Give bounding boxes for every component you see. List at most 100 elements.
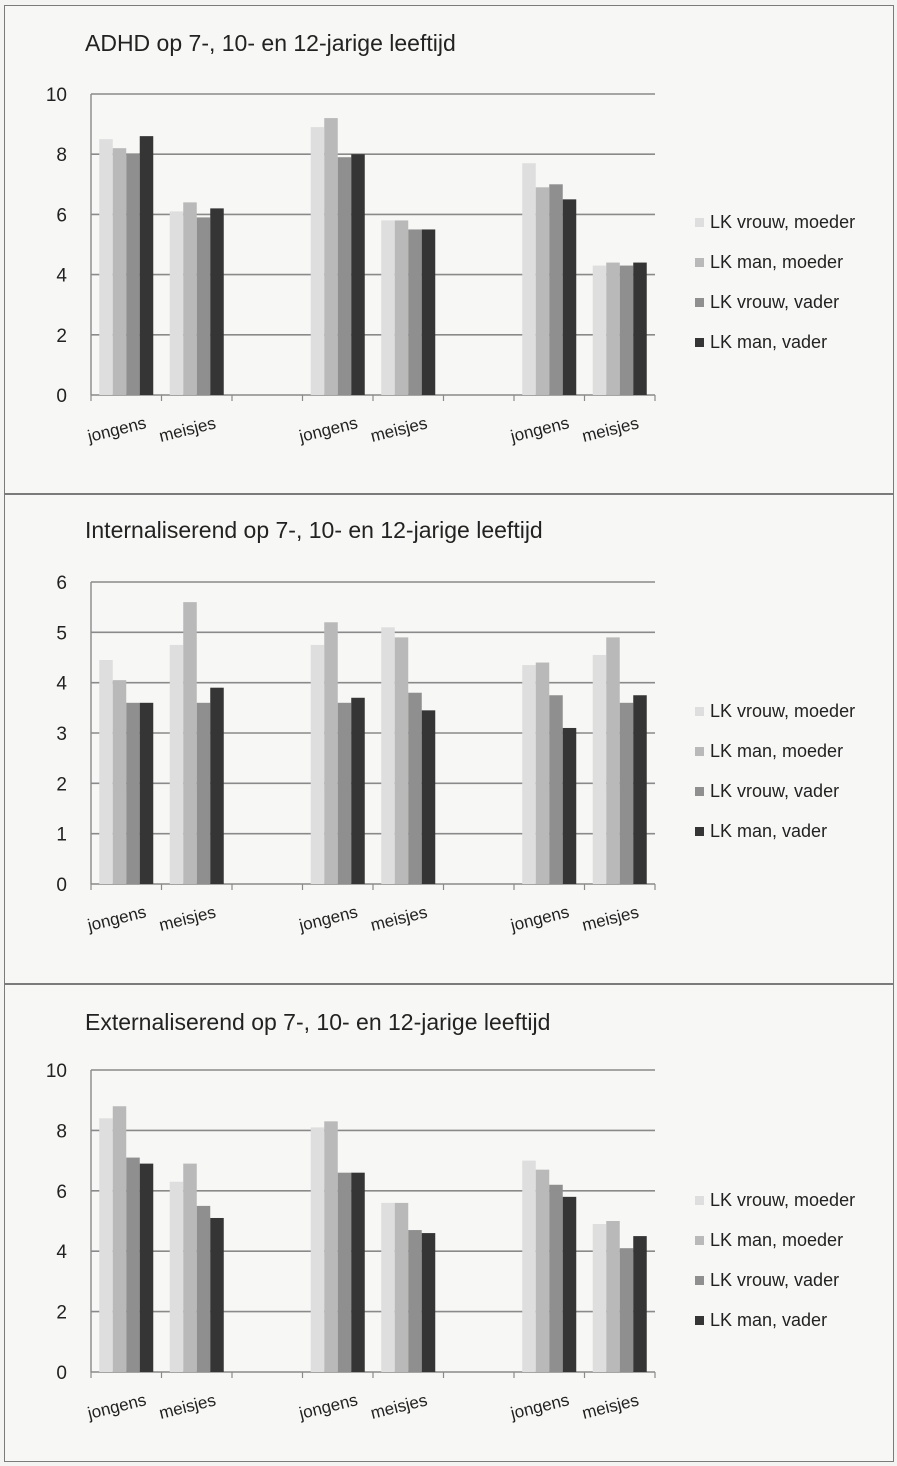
category-label: meisjes	[580, 1390, 641, 1422]
category-label: jongens	[85, 1390, 148, 1423]
externaliserend-bar-chart: 0 2 4 6 8 10 jongens meisjes jongens meisjes jonge…	[46, 1061, 656, 1423]
bar	[337, 702, 352, 884]
legend-item: LK vrouw, vader	[695, 1260, 855, 1300]
legend-item: LK man, moeder	[695, 1220, 855, 1260]
bar	[324, 118, 338, 395]
bar	[619, 265, 634, 395]
legend-label: LK man, vader	[710, 331, 828, 352]
bar	[183, 1163, 197, 1372]
bar	[394, 1202, 409, 1372]
bar	[351, 697, 365, 884]
legend-item: LK man, vader	[695, 811, 855, 851]
chart-title: Externaliserend op 7-, 10- en 12-jarige …	[85, 1009, 551, 1035]
legend-label: LK vrouw, vader	[710, 291, 840, 312]
bar	[562, 199, 577, 395]
bar	[99, 660, 113, 884]
legend-swatch	[695, 257, 704, 267]
y-tick-label: 8	[56, 1121, 67, 1142]
bar	[196, 702, 211, 884]
y-tick-label: 2	[56, 1303, 67, 1324]
category-label: jongens	[85, 413, 148, 446]
legend-swatch	[695, 217, 704, 227]
legend-item: LK man, vader	[695, 322, 855, 362]
internaliserend-bar-chart: 0 1 2 3 4 5 6 jongens meisjes jongens meisjes jonge…	[56, 573, 656, 935]
bar	[351, 1172, 365, 1372]
bar	[549, 184, 563, 395]
bar	[139, 136, 154, 395]
category-label: meisjes	[369, 902, 430, 934]
bar	[592, 265, 607, 395]
bar	[606, 262, 620, 395]
category-label: meisjes	[580, 413, 641, 445]
bar	[112, 1106, 127, 1372]
bar	[139, 1163, 154, 1372]
legend-item: LK vrouw, vader	[695, 771, 855, 811]
category-label: meisjes	[580, 902, 641, 934]
y-tick-label: 4	[56, 266, 67, 287]
category-label: meisjes	[157, 902, 218, 934]
bar	[408, 1230, 422, 1372]
legend-label: LK man, moeder	[710, 251, 844, 272]
bar	[139, 702, 154, 884]
chart-panel-externaliserend: 0 2 4 6 8 10 jongens meisjes jongens meisjes jonge…	[4, 984, 894, 1462]
legend-swatch	[695, 337, 704, 347]
category-label: jongens	[85, 902, 148, 935]
bar	[196, 217, 211, 395]
legend-label: LK man, vader	[710, 820, 828, 841]
y-tick-label: 3	[56, 724, 67, 745]
category-label: jongens	[296, 413, 359, 446]
bar	[337, 157, 352, 395]
legend-item: LK man, vader	[695, 1300, 855, 1340]
category-label: meisjes	[157, 1390, 218, 1422]
y-tick-label: 2	[56, 326, 67, 347]
chart-panel-adhd: 0 2 4 6 8 10 jongens meisjes jongens meisjes jonge…	[4, 5, 894, 494]
bar	[408, 229, 422, 395]
bar	[210, 208, 224, 395]
chart-title: Internaliserend op 7-, 10- en 12-jarige …	[85, 517, 543, 543]
legend-swatch	[695, 297, 704, 307]
legend: LK vrouw, moeder LK man, moeder LK vrouw…	[695, 1180, 855, 1340]
category-label: meisjes	[157, 413, 218, 445]
legend-item: LK vrouw, moeder	[695, 691, 855, 731]
legend-item: LK vrouw, moeder	[695, 1180, 855, 1220]
bar	[421, 710, 436, 884]
bar	[126, 702, 140, 884]
category-label: jongens	[508, 1390, 571, 1423]
y-tick-label: 6	[56, 1182, 67, 1203]
bar	[99, 1118, 113, 1372]
legend-swatch	[695, 1315, 704, 1325]
y-tick-label: 10	[46, 1061, 67, 1082]
legend-label: LK man, moeder	[710, 740, 844, 761]
chart-title: ADHD op 7-, 10- en 12-jarige leeftijd	[85, 30, 456, 56]
bar	[324, 622, 338, 884]
bar	[324, 1121, 338, 1372]
bar	[633, 695, 647, 884]
y-tick-label: 2	[56, 774, 67, 795]
bar	[99, 139, 113, 395]
bar	[633, 1236, 647, 1372]
adhd-bar-chart: 0 2 4 6 8 10 jongens meisjes jongens meisjes jonge…	[46, 85, 656, 446]
bar	[310, 127, 325, 396]
bar	[421, 229, 436, 395]
bar	[169, 1181, 184, 1372]
y-tick-label: 4	[56, 674, 67, 695]
y-tick-label: 10	[46, 85, 67, 106]
chart-panel-internaliserend: 0 1 2 3 4 5 6 jongens meisjes jongens meisjes jonge…	[4, 494, 894, 984]
legend-label: LK man, moeder	[710, 1229, 844, 1250]
bar	[522, 665, 536, 884]
bar	[592, 654, 607, 884]
bar	[522, 1160, 536, 1372]
bar	[310, 1127, 325, 1372]
bar	[408, 692, 422, 884]
legend-label: LK vrouw, moeder	[710, 1189, 856, 1210]
y-tick-label: 6	[56, 573, 67, 594]
bar	[606, 1221, 620, 1372]
bar	[535, 187, 550, 395]
legend-swatch	[695, 1235, 704, 1245]
bar	[112, 680, 127, 884]
legend-swatch	[695, 706, 704, 716]
category-label: jongens	[296, 1390, 359, 1423]
y-tick-label: 4	[56, 1242, 67, 1263]
bar	[549, 1184, 563, 1372]
